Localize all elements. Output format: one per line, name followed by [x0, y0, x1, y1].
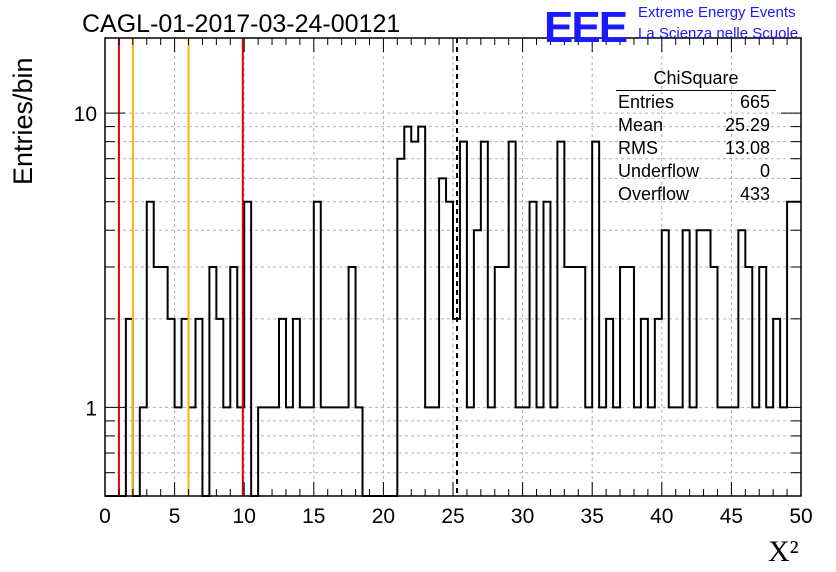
logo-line-2: La Scienza nelle Scuole: [638, 25, 799, 42]
stats-value: 0: [759, 161, 770, 181]
stats-row: Underflow 0: [612, 160, 780, 183]
y-tick-label: 10: [74, 103, 97, 126]
stats-label: RMS: [618, 138, 658, 158]
y-tick-label: 1: [85, 397, 97, 420]
stats-label: Underflow: [618, 161, 700, 181]
axis-ticks: [104, 38, 802, 497]
histogram-line: [105, 125, 801, 497]
stats-label: Mean: [618, 115, 664, 135]
stats-row: RMS 13.08: [612, 137, 780, 160]
y-axis-label: Entries/bin: [8, 57, 38, 185]
stats-label: Entries: [618, 92, 675, 112]
histogram-series: [105, 125, 801, 497]
x-tick-label: 25: [441, 505, 464, 528]
x-tick-label: 0: [99, 505, 111, 528]
stats-box: ChiSquare Entries 665 Mean 25.29 RMS 13.08 …: [612, 68, 780, 206]
x-axis-label: X²: [768, 535, 799, 568]
x-tick-label: 45: [720, 505, 743, 528]
stats-value: 13.08: [724, 138, 770, 158]
x-tick-label: 40: [650, 505, 673, 528]
x-tick-label: 5: [169, 505, 181, 528]
x-tick-label: 30: [511, 505, 534, 528]
marker-lines: [117, 38, 459, 496]
eee-logo: EEE: [544, 3, 628, 52]
logo-line-1: Extreme Energy Events: [638, 4, 796, 21]
stats-row: Overflow 433: [612, 183, 780, 206]
tick-labels: 0 5 10 15 20 25 30 35 40 45 50 1 10: [74, 103, 813, 528]
x-tick-label: 10: [233, 505, 256, 528]
stats-value: 665: [739, 92, 770, 112]
x-tick-label: 35: [581, 505, 604, 528]
stats-row: Entries 665: [612, 91, 780, 114]
stats-title: ChiSquare: [616, 68, 776, 91]
stats-value: 25.29: [724, 115, 770, 135]
chart-title: CAGL-01-2017-03-24-00121: [82, 10, 401, 38]
x-tick-label: 50: [789, 505, 812, 528]
stats-value: 433: [739, 184, 770, 204]
x-tick-label: 20: [372, 505, 395, 528]
stats-row: Mean 25.29: [612, 114, 780, 137]
x-tick-label: 15: [302, 505, 325, 528]
stats-label: Overflow: [618, 184, 690, 204]
